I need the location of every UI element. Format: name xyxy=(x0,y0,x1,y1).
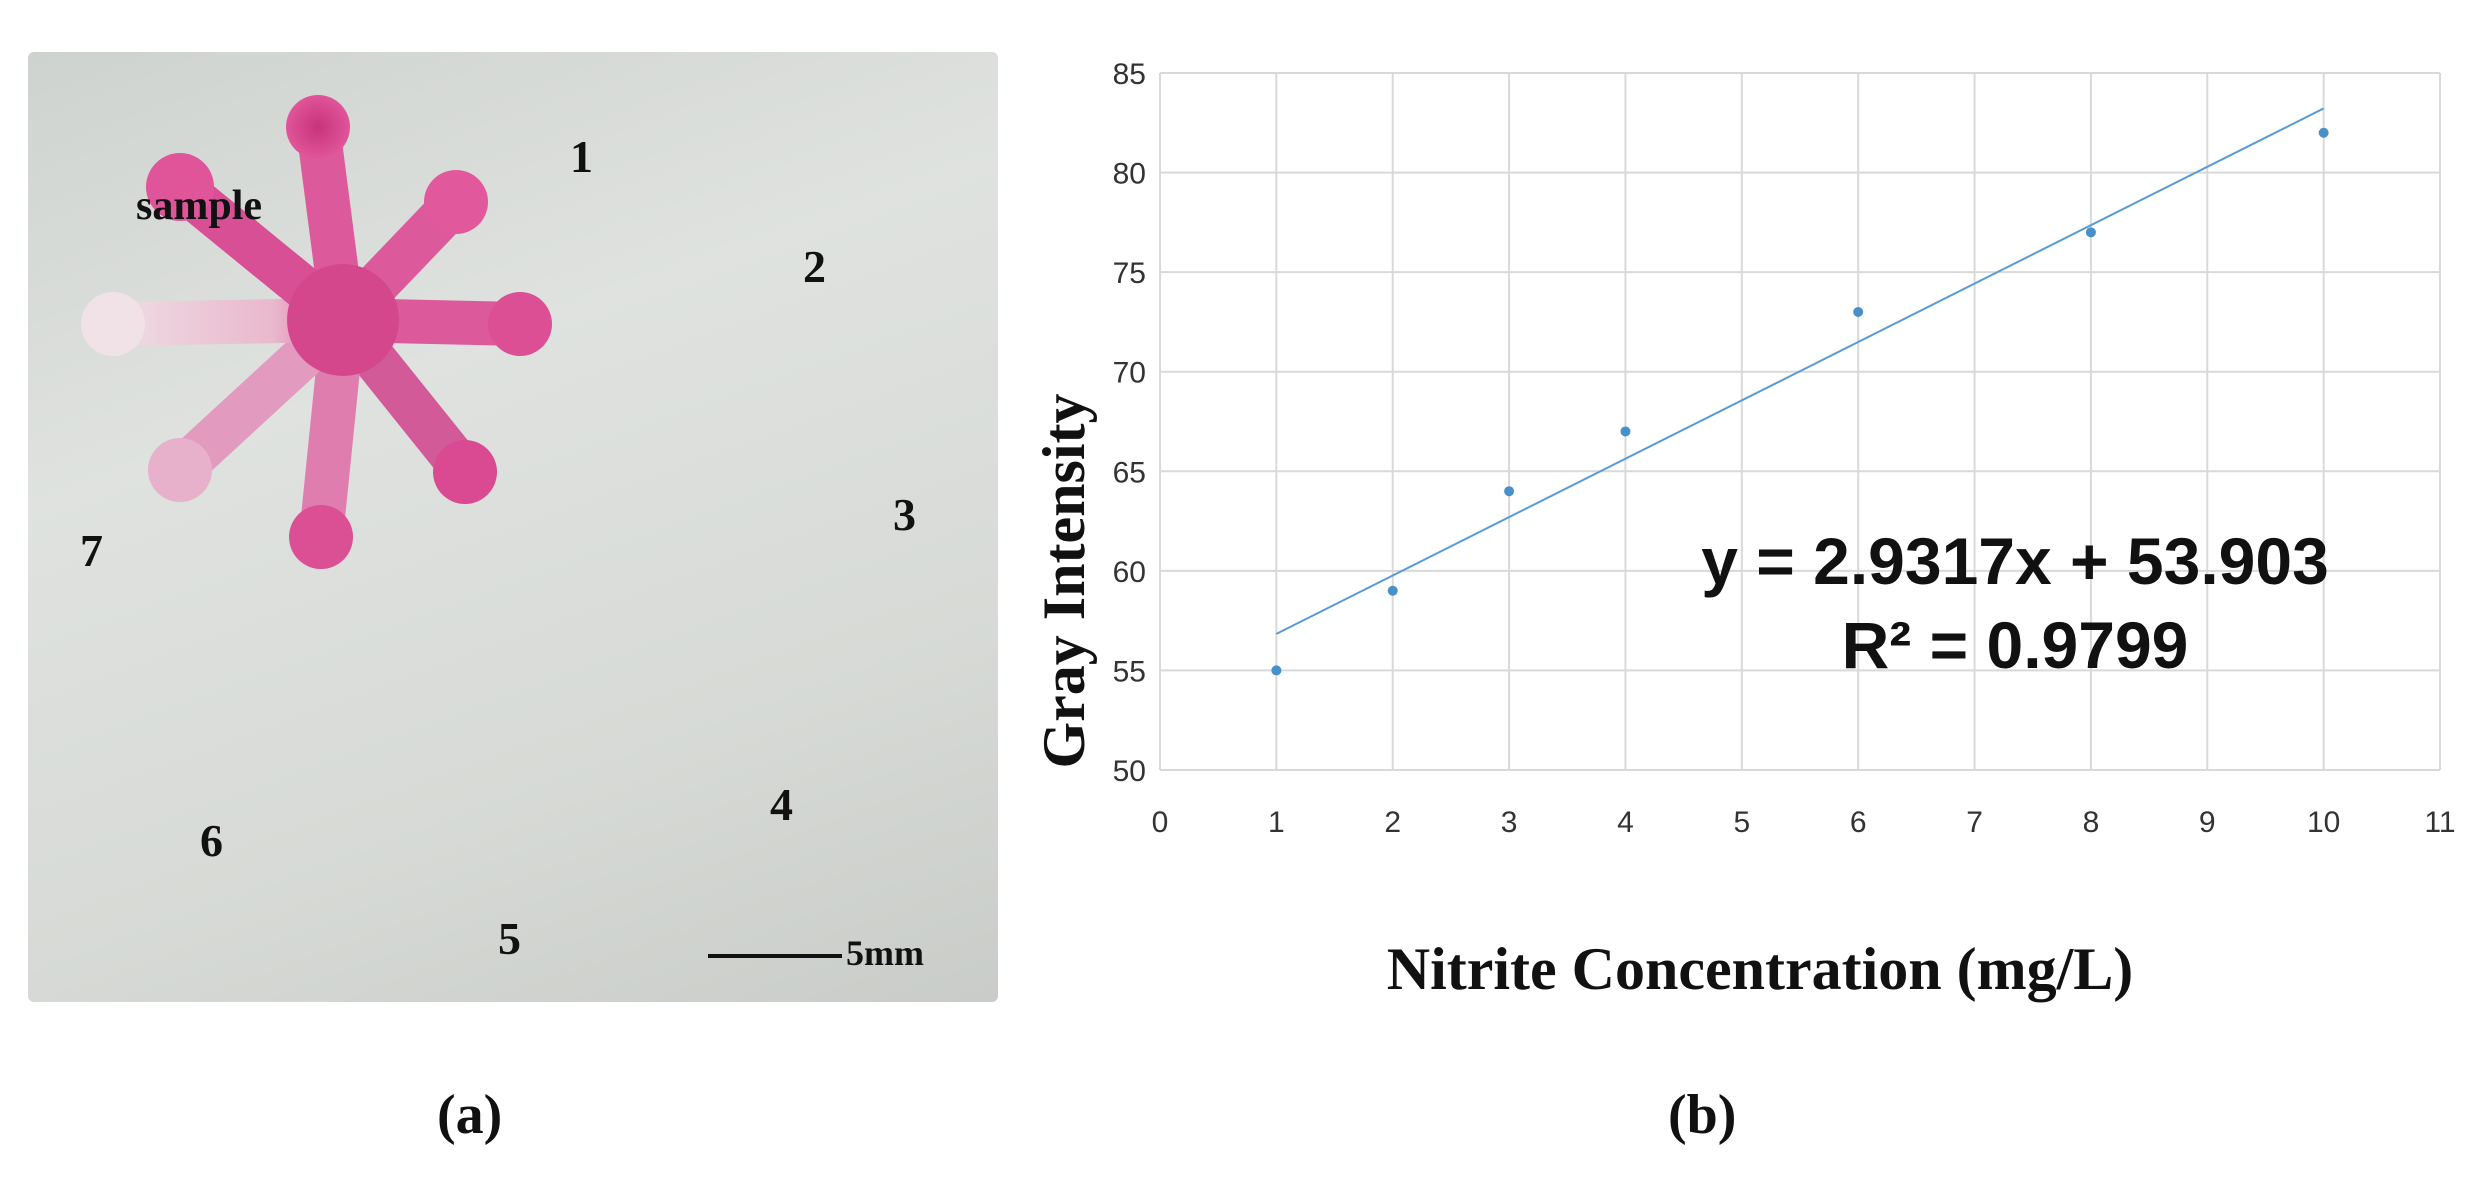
zone-7 xyxy=(81,292,145,356)
x-tick-label: 9 xyxy=(2199,806,2216,839)
zone-3 xyxy=(488,292,552,356)
trendline xyxy=(1275,107,2325,635)
calibration-chart: 0 1 2 3 4 5 6 7 8 9 10 11 50 55 60 65 70 75 80 85 y = 2.931… xyxy=(1010,36,2470,1056)
x-tick-label: 1 xyxy=(1268,806,1285,839)
zone-5 xyxy=(289,505,353,569)
y-tick-label: 60 xyxy=(1113,556,1146,589)
channel-number-2: 2 xyxy=(803,241,826,292)
zone-1 xyxy=(286,95,350,159)
channel-number-7: 7 xyxy=(80,525,103,576)
chart-svg: 0 1 2 3 4 5 6 7 8 9 10 11 50 55 60 65 70 75 80 85 y = 2.931… xyxy=(1031,58,2456,1002)
sample-label: sample xyxy=(136,183,262,229)
tick-labels: 0 1 2 3 4 5 6 7 8 9 10 11 50 55 60 65 70 75 80 85 xyxy=(1113,58,2456,839)
scale-bar xyxy=(708,954,842,958)
data-point xyxy=(1853,306,1864,317)
x-tick-label: 6 xyxy=(1850,806,1867,839)
panel-b-caption: (b) xyxy=(1668,1084,1737,1146)
x-tick-label: 5 xyxy=(1733,806,1750,839)
trendline-layer xyxy=(1275,107,2325,635)
x-tick-label: 2 xyxy=(1384,806,1401,839)
channel-number-4: 4 xyxy=(770,779,793,830)
data-point xyxy=(1271,665,1282,676)
grid xyxy=(1159,72,2441,771)
x-tick-label: 8 xyxy=(2083,806,2100,839)
data-points xyxy=(1271,127,2329,676)
data-point xyxy=(2318,127,2329,138)
data-point xyxy=(1620,426,1631,437)
channel-number-6: 6 xyxy=(200,815,223,866)
data-point xyxy=(1387,585,1398,596)
y-tick-label: 50 xyxy=(1113,755,1146,788)
microfluidic-device-drawing xyxy=(81,95,552,569)
zone-6 xyxy=(148,438,212,502)
y-tick-label: 65 xyxy=(1113,456,1146,489)
x-tick-label: 7 xyxy=(1966,806,1983,839)
x-tick-label: 4 xyxy=(1617,806,1634,839)
y-axis-label: Gray Intensity xyxy=(1031,394,1097,769)
y-tick-label: 70 xyxy=(1113,357,1146,390)
y-tick-label: 55 xyxy=(1113,655,1146,688)
x-tick-label: 10 xyxy=(2307,806,2340,839)
central-hub xyxy=(287,264,399,376)
data-point xyxy=(1504,486,1515,497)
x-tick-label: 0 xyxy=(1152,806,1169,839)
x-tick-label: 11 xyxy=(2424,806,2455,839)
channel-number-1: 1 xyxy=(570,131,593,182)
paper-device-photo: sample 1 2 3 4 5 6 7 5mm xyxy=(28,52,998,1002)
channel-number-3: 3 xyxy=(893,489,916,540)
data-point xyxy=(2085,227,2096,238)
zone-2 xyxy=(424,170,488,234)
x-tick-label: 3 xyxy=(1501,806,1518,839)
trendline-r-squared: R² = 0.9799 xyxy=(1842,608,2189,682)
x-axis-label: Nitrite Concentration (mg/L) xyxy=(1387,936,2133,1002)
channel-number-5: 5 xyxy=(498,913,521,964)
y-tick-label: 75 xyxy=(1113,257,1146,290)
zone-sample xyxy=(146,153,214,221)
zone-4 xyxy=(433,440,497,504)
trendline-equation: y = 2.9317x + 53.903 xyxy=(1701,524,2329,598)
panel-a-caption: (a) xyxy=(437,1084,503,1146)
scale-label: 5mm xyxy=(846,933,924,973)
y-tick-label: 85 xyxy=(1113,58,1146,91)
y-tick-label: 80 xyxy=(1113,158,1146,191)
